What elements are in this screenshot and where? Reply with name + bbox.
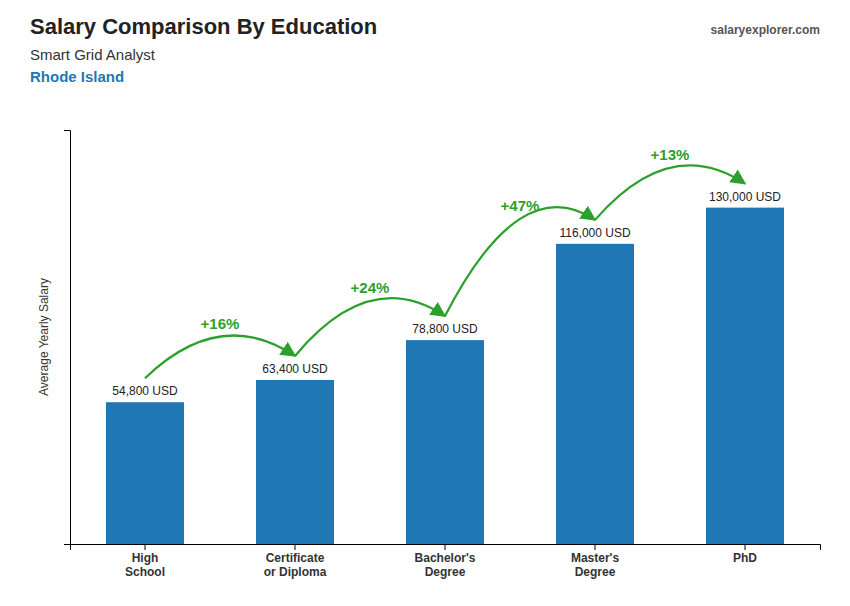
x-axis: HighSchool Certificateor Diploma Bachelor'… [71,544,821,579]
arc-arrow [295,298,445,356]
x-tick-mark [295,544,296,550]
x-tick-label: HighSchool [125,551,165,579]
arc-arrow [445,207,595,316]
annotation: +16% [201,315,240,332]
x-tick: Certificateor Diploma [264,544,327,579]
x-tick: Bachelor'sDegree [415,544,476,579]
x-tick-mark [445,544,446,550]
x-tick-label: PhD [733,551,757,565]
bar [256,380,334,544]
subtitle: Rhode Island [30,68,124,85]
x-tick: HighSchool [125,544,165,579]
annotation: +13% [651,146,690,163]
data-label: 54,800 USD [112,384,178,398]
annotation: +47% [501,197,540,214]
bar [706,208,784,544]
arc-arrow [145,336,295,379]
data-labels: 54,800 USD 63,400 USD 78,800 USD 116,000 US… [112,190,781,399]
data-label: 63,400 USD [262,362,328,376]
data-label: 130,000 USD [709,190,781,204]
title: Salary Comparison By Education [30,14,377,39]
x-tick-mark [145,544,146,550]
bar [406,340,484,544]
data-label: 78,800 USD [412,322,478,336]
x-tick-label: Bachelor'sDegree [415,551,476,579]
annotations: +16% +24% +47% +13% [145,146,745,379]
x-tick: Master'sDegree [571,544,620,579]
y-axis-line [64,131,71,545]
bars [106,208,784,544]
x-tick-mark [595,544,596,550]
bar [106,402,184,544]
data-label: 116,000 USD [559,226,630,240]
source: salaryexplorer.com [711,23,820,37]
y-axis-label: Average Yearly Salary [37,278,51,396]
x-tick: PhD [733,544,757,565]
x-tick-label: Certificateor Diploma [264,551,327,579]
chart: Salary Comparison By Education Smart Grid… [0,0,850,606]
plot: HighSchool Certificateor Diploma Bachelor'… [64,131,821,579]
bar [556,244,634,544]
x-tick-mark [745,544,746,550]
subtitle: Smart Grid Analyst [30,46,156,63]
annotation: +24% [351,279,390,296]
arc-arrow [595,165,745,220]
x-axis-line [71,545,821,551]
x-tick-label: Master'sDegree [571,551,620,579]
y-axis [64,131,71,545]
